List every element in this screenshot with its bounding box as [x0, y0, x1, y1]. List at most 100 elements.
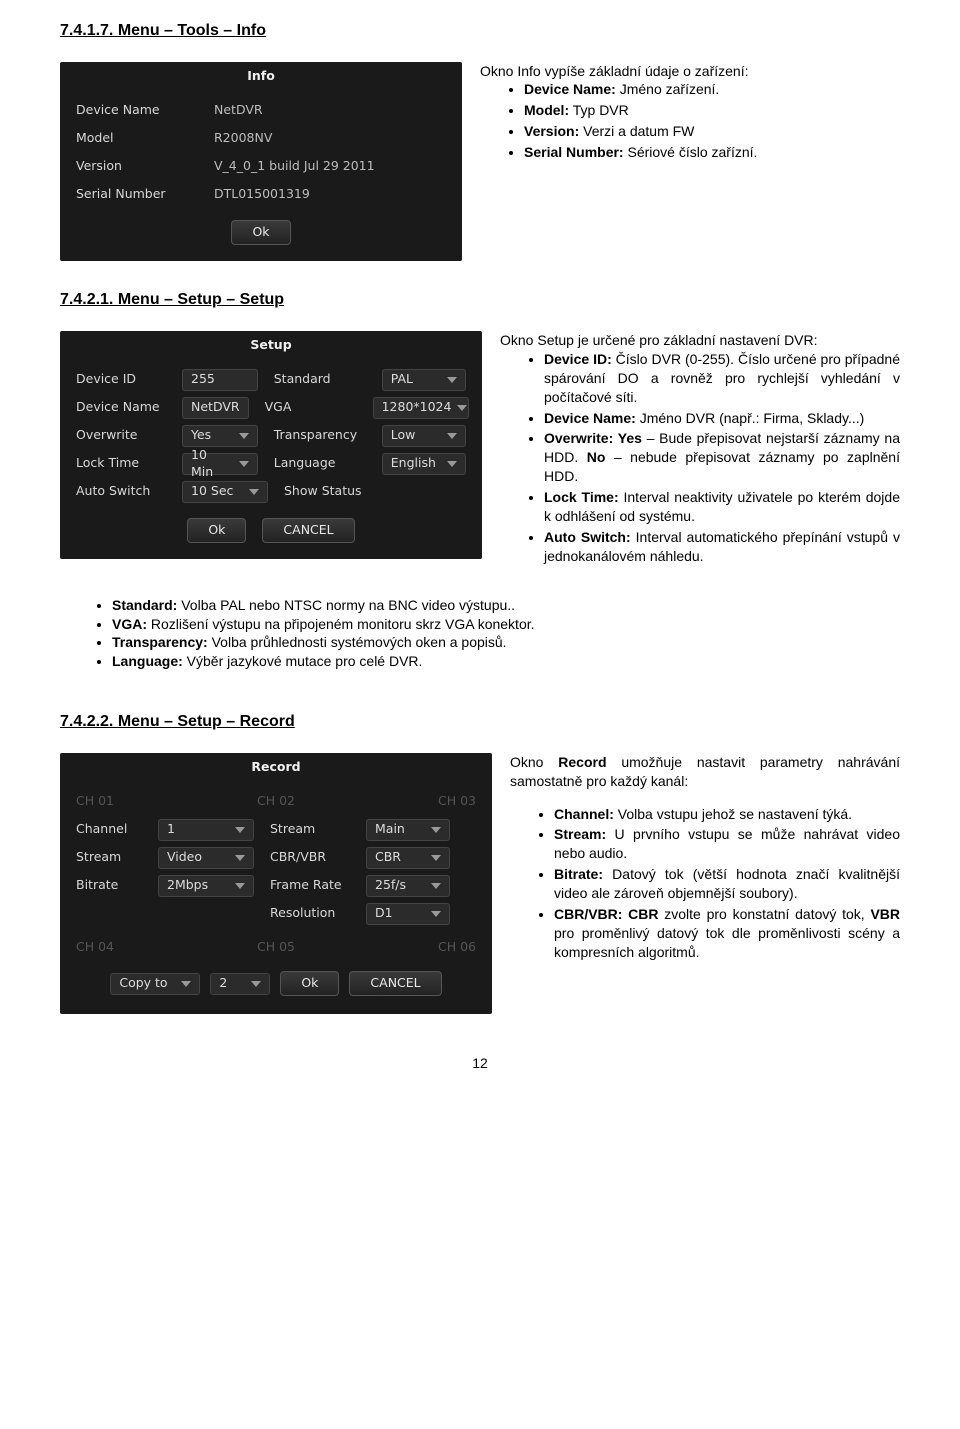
setup-l1-2: Overwrite [76, 427, 174, 444]
setup-btn-1[interactable]: CANCEL [262, 518, 354, 543]
chevron-down-icon [239, 461, 249, 467]
bullet-bul-setup-1: Device Name: Jméno DVR (např.: Firma, Sk… [544, 409, 900, 428]
record-dd2-3[interactable]: D1 [366, 903, 450, 925]
bullet-bul-record-2: Bitrate: Datový tok (větší hodnota značí… [554, 865, 900, 903]
chevron-down-icon [457, 405, 467, 411]
bullet-bul-info-2: Version: Verzi a datum FW [524, 122, 900, 141]
setup-l2-1: VGA [265, 399, 365, 416]
setup-l2-3: Language [274, 455, 374, 472]
ghost-bottom-0: CH 04 [76, 939, 114, 956]
info-value-3: DTL015001319 [214, 186, 310, 203]
bullet-bul-record-1: Stream: U prvního vstupu se může nahráva… [554, 825, 900, 863]
setup-l1-3: Lock Time [76, 455, 174, 472]
intro-info: Okno Info vypíše základní údaje o zaříze… [480, 62, 900, 81]
chevron-down-icon [431, 827, 441, 833]
heading-setup: 7.4.2.1. Menu – Setup – Setup [60, 289, 900, 311]
desc-setup: Okno Setup je určené pro základní nastav… [500, 331, 900, 568]
record-panel-title: Record [60, 753, 492, 784]
setup-field1-1[interactable]: NetDVR [182, 397, 249, 419]
chevron-down-icon [447, 461, 457, 467]
info-label-3: Serial Number [76, 186, 206, 203]
bullet-bul-after-2: Transparency: Volba průhlednosti systémo… [112, 633, 900, 652]
page-number: 12 [60, 1054, 900, 1073]
setup-btn-0[interactable]: Ok [187, 518, 246, 543]
setup-l2-2: Transparency [274, 427, 374, 444]
setup-dd2-0[interactable]: PAL [382, 369, 466, 391]
screenshot-record: RecordCH 01CH 02CH 03Channel1StreamMainS… [60, 753, 492, 1014]
chevron-down-icon [251, 981, 261, 987]
info-value-2: V_4_0_1 build Jul 29 2011 [214, 158, 375, 175]
setup-dd1-3[interactable]: 10 Min [182, 453, 258, 475]
chevron-down-icon [431, 883, 441, 889]
bullet-bul-setup-3: Lock Time: Interval neaktivity uživatele… [544, 488, 900, 526]
bullet-bul-after-1: VGA: Rozlišení výstupu na připojeném mon… [112, 615, 900, 634]
screenshot-setup: Setup Device ID 255 Standard PAL Device Name N… [60, 331, 482, 568]
setup-dd1-2[interactable]: Yes [182, 425, 258, 447]
desc-info: Okno Info vypíše základní údaje o zaříze… [480, 62, 900, 262]
bullet-bul-after-0: Standard: Volba PAL nebo NTSC normy na B… [112, 596, 900, 615]
record-l1-0: Channel [76, 821, 150, 838]
chevron-down-icon [235, 883, 245, 889]
setup-l1-1: Device Name [76, 399, 174, 416]
bullet-bul-info-0: Device Name: Jméno zařízení. [524, 80, 900, 99]
record-l1-2: Bitrate [76, 877, 150, 894]
ghost-bottom-2: CH 06 [438, 939, 476, 956]
setup-field1-0[interactable]: 255 [182, 369, 258, 391]
intro-setup: Okno Setup je určené pro základní nastav… [500, 331, 900, 350]
bullet-bul-record-0: Channel: Volba vstupu jehož se nastavení… [554, 805, 900, 824]
heading-record: 7.4.2.2. Menu – Setup – Record [60, 711, 900, 733]
row-setup: Setup Device ID 255 Standard PAL Device Name N… [60, 331, 900, 568]
chevron-down-icon [447, 433, 457, 439]
record-dd2-0[interactable]: Main [366, 819, 450, 841]
copy-to-value[interactable]: 2 [210, 973, 270, 995]
record-btn-0[interactable]: Ok [280, 971, 339, 996]
record-l2-1: CBR/VBR [270, 849, 358, 866]
record-l2-2: Frame Rate [270, 877, 358, 894]
record-l2-3: Resolution [270, 905, 358, 922]
screenshot-info: InfoDevice NameNetDVRModelR2008NVVersion… [60, 62, 462, 262]
chevron-down-icon [181, 981, 191, 987]
chevron-down-icon [431, 911, 441, 917]
ghost-top-0: CH 01 [76, 793, 114, 810]
setup-panel-title: Setup [60, 331, 482, 362]
chevron-down-icon [431, 855, 441, 861]
setup-l2-4: Show Status [284, 483, 384, 500]
setup-dd2-1[interactable]: 1280*1024 [373, 397, 469, 419]
setup-l1-4: Auto Switch [76, 483, 174, 500]
record-dd2-1[interactable]: CBR [366, 847, 450, 869]
copy-to-dd[interactable]: Copy to [110, 973, 200, 995]
info-ok-button[interactable]: Ok [231, 220, 290, 245]
chevron-down-icon [447, 377, 457, 383]
info-label-1: Model [76, 130, 206, 147]
record-dd1-2[interactable]: 2Mbps [158, 875, 254, 897]
intro-record: Okno Record umožňuje nastavit parametry … [510, 753, 900, 791]
record-dd1-1[interactable]: Video [158, 847, 254, 869]
row-record: RecordCH 01CH 02CH 03Channel1StreamMainS… [60, 753, 900, 1014]
info-label-0: Device Name [76, 102, 206, 119]
chevron-down-icon [249, 489, 259, 495]
bullet-bul-info-1: Model: Typ DVR [524, 101, 900, 120]
record-btn-1[interactable]: CANCEL [349, 971, 441, 996]
setup-dd2-2[interactable]: Low [382, 425, 466, 447]
setup-l2-0: Standard [274, 371, 374, 388]
record-dd2-2[interactable]: 25f/s [366, 875, 450, 897]
after-setup: Standard: Volba PAL nebo NTSC normy na B… [60, 596, 900, 672]
bullet-bul-setup-0: Device ID: Číslo DVR (0-255). Číslo urče… [544, 350, 900, 407]
ghost-top-2: CH 03 [438, 793, 476, 810]
record-l1-1: Stream [76, 849, 150, 866]
info-value-1: R2008NV [214, 130, 272, 147]
record-l2-0: Stream [270, 821, 358, 838]
setup-dd2-3[interactable]: English [382, 453, 466, 475]
bullet-bul-record-3: CBR/VBR: CBR zvolte pro konstatní datový… [554, 905, 900, 962]
setup-dd1-4[interactable]: 10 Sec [182, 481, 268, 503]
chevron-down-icon [239, 433, 249, 439]
chevron-down-icon [235, 855, 245, 861]
ghost-bottom-1: CH 05 [257, 939, 295, 956]
bullet-bul-after-3: Language: Výběr jazykové mutace pro celé… [112, 652, 900, 671]
bullet-bul-info-3: Serial Number: Sériové číslo zařízní. [524, 143, 900, 162]
setup-l1-0: Device ID [76, 371, 174, 388]
heading-info: 7.4.1.7. Menu – Tools – Info [60, 20, 900, 42]
record-dd1-0[interactable]: 1 [158, 819, 254, 841]
info-label-2: Version [76, 158, 206, 175]
chevron-down-icon [235, 827, 245, 833]
